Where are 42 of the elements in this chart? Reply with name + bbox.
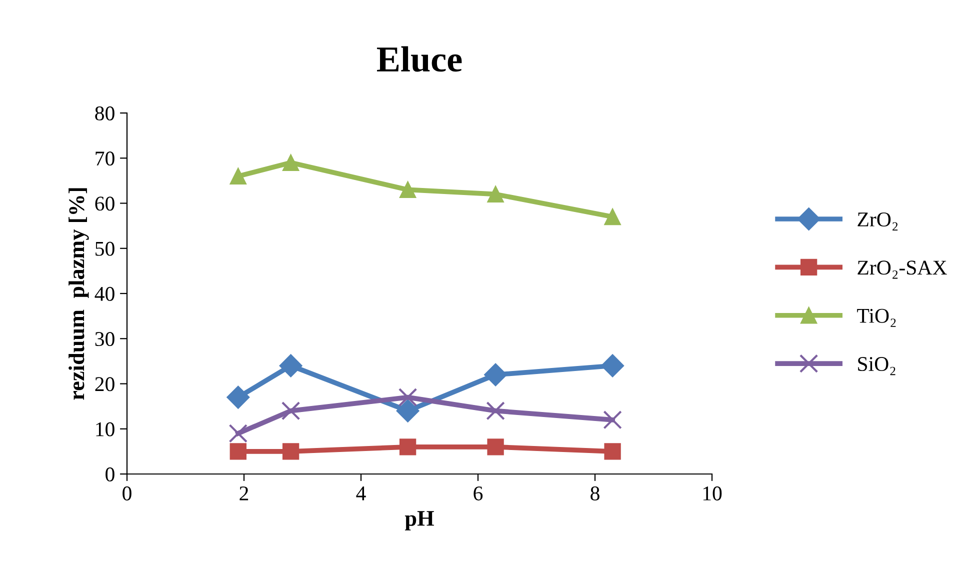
point [487, 186, 504, 203]
point [281, 401, 300, 420]
point [601, 354, 624, 378]
point [604, 443, 621, 460]
y-tick-label: 60 [95, 196, 114, 211]
y-tick-label: 30 [95, 332, 114, 346]
point [282, 154, 300, 171]
point [282, 443, 300, 460]
point [230, 168, 246, 185]
point [279, 354, 302, 378]
x-tick-label: 0 [122, 486, 132, 500]
legend-label: TiO₂ [857, 308, 896, 327]
legend-label: ZrO₂-SAX [858, 260, 947, 279]
point [604, 208, 621, 226]
y-tick-label: 50 [96, 242, 114, 256]
point [228, 424, 248, 443]
y-axis-title: reziduum plazmy [%] [68, 188, 89, 400]
x-axis-title: pH [404, 511, 434, 530]
point [484, 363, 508, 386]
point [603, 410, 622, 430]
legend-label: SiO₂ [858, 357, 896, 376]
x-tick-label: 2 [240, 486, 248, 500]
y-tick-label: 10 [96, 422, 114, 436]
y-tick-label: 40 [94, 286, 114, 301]
point [486, 401, 505, 420]
chart-title: Eluce [376, 46, 462, 72]
x-tick-label: 8 [590, 486, 600, 500]
point [396, 399, 420, 422]
x-tick-label: 10 [703, 486, 722, 500]
point [487, 438, 504, 456]
point [398, 388, 418, 407]
x-tick-label: 4 [356, 486, 366, 500]
point [399, 181, 416, 198]
x-tick-label: 6 [474, 486, 483, 500]
legend-label: ZrO₂ [858, 212, 898, 231]
point [230, 443, 246, 460]
y-tick-label: 20 [95, 377, 114, 392]
y-tick-label: 0 [106, 467, 114, 482]
y-tick-label: 80 [95, 106, 114, 120]
y-tick-label: 70 [96, 152, 114, 166]
point [399, 438, 416, 456]
point [226, 386, 250, 409]
